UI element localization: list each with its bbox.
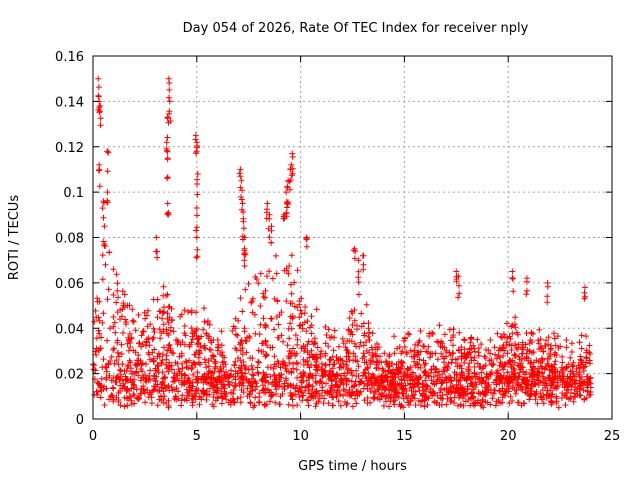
x-tick-label: 20 xyxy=(500,429,517,444)
y-tick-label: 0.12 xyxy=(55,141,84,156)
scatter-markers xyxy=(90,75,594,411)
y-tick-label: 0.04 xyxy=(55,322,84,337)
x-axis-label: GPS time / hours xyxy=(298,459,407,474)
y-tick-label: 0.14 xyxy=(55,95,84,110)
x-tick-label: 15 xyxy=(396,429,413,444)
y-tick-label: 0.06 xyxy=(55,277,84,292)
y-tick-label: 0.1 xyxy=(63,186,84,201)
y-tick-label: 0 xyxy=(76,413,84,428)
x-tick-label: 25 xyxy=(604,429,621,444)
y-tick-label: 0.16 xyxy=(55,50,84,65)
y-tick-labels: 0 0.02 0.04 0.06 0.08 0.1 0.12 0.14 0.16 xyxy=(55,50,84,428)
x-tick-label: 10 xyxy=(292,429,309,444)
grid-lines xyxy=(93,56,612,419)
chart-title: Day 054 of 2026, Rate Of TEC Index for r… xyxy=(183,21,529,36)
data-points xyxy=(90,75,594,411)
y-axis-label: ROTI / TECUs xyxy=(7,195,22,280)
y-tick-label: 0.02 xyxy=(55,368,84,383)
y-tick-label: 0.08 xyxy=(55,232,84,247)
axis-ticks xyxy=(92,55,613,420)
x-tick-labels: 0 5 10 15 20 25 xyxy=(89,429,620,444)
x-tick-label: 0 xyxy=(89,429,97,444)
x-tick-label: 5 xyxy=(193,429,201,444)
